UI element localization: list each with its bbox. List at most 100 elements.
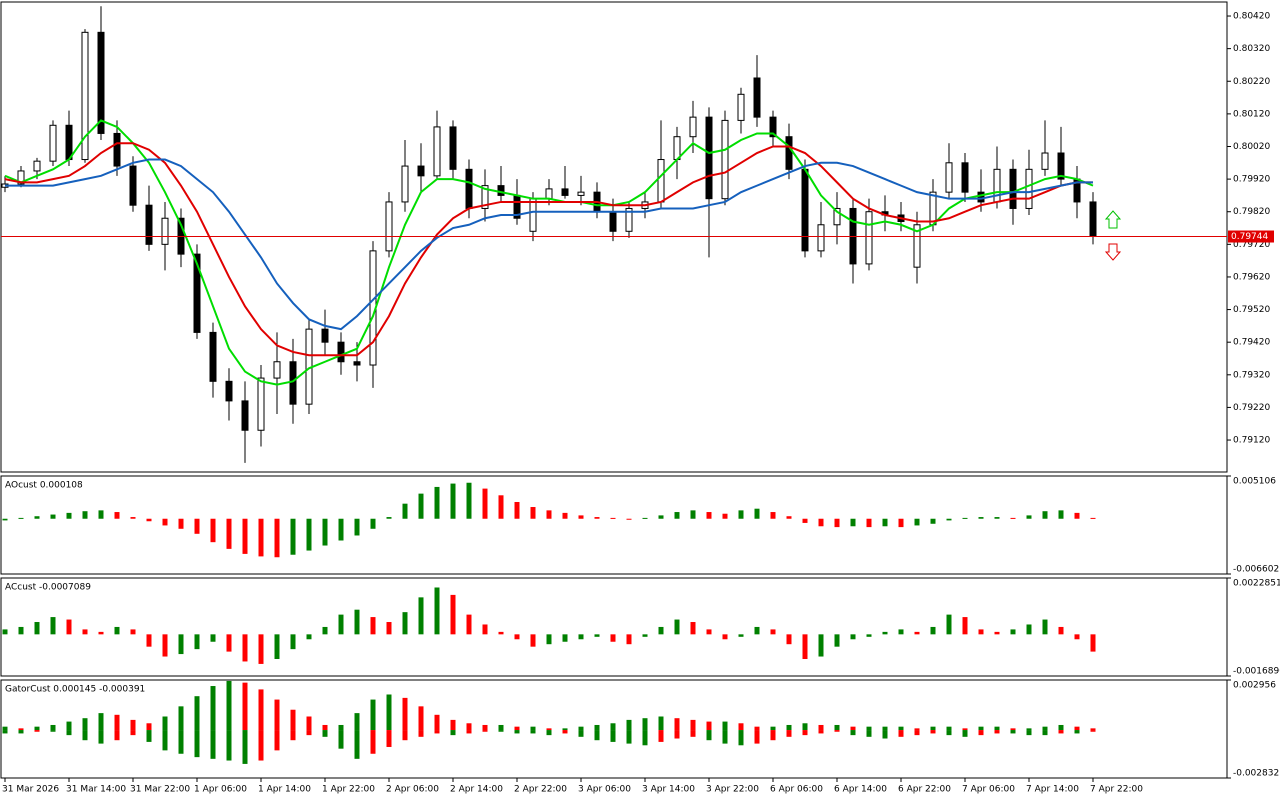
indicator-title: ACcust -0.0007089	[5, 583, 91, 593]
gator-bar	[962, 728, 968, 731]
y-tick-label: 0.79920	[1233, 175, 1270, 185]
gator-bar	[834, 730, 840, 732]
candle-body	[497, 185, 505, 196]
gator-bar	[338, 724, 344, 731]
gator-bar	[882, 726, 888, 731]
sell-arrow	[1104, 243, 1122, 261]
histogram-bar	[274, 518, 280, 558]
gator-bar	[962, 730, 968, 737]
histogram-bar	[370, 617, 376, 635]
gator-bar	[690, 730, 696, 737]
histogram-bar	[226, 518, 232, 549]
histogram-bar	[178, 634, 184, 655]
histogram-bar	[578, 515, 584, 519]
candle-body	[817, 224, 825, 252]
gator-bar	[498, 730, 504, 732]
x-tick-label: 7 Apr 14:00	[1026, 785, 1079, 795]
gator-bar	[338, 730, 344, 749]
histogram-bar	[626, 634, 632, 645]
candle-body	[161, 217, 169, 245]
gator-bar	[242, 730, 248, 764]
candle-body	[241, 400, 249, 431]
histogram-bar	[194, 634, 200, 650]
candle-body	[289, 361, 297, 405]
histogram-bar	[258, 634, 264, 664]
x-tick-label: 3 Apr 22:00	[706, 785, 759, 795]
y-tick-label: -0.0016896	[1233, 667, 1280, 677]
y-tick-label: 0.80320	[1233, 44, 1270, 54]
histogram-bar	[306, 518, 312, 551]
x-tick-label: 2 Apr 22:00	[514, 785, 567, 795]
gator-bar	[194, 730, 200, 758]
last-price-label: 0.79744	[1231, 232, 1268, 242]
gator-bar	[914, 728, 920, 731]
y-tick-label: -0.002832	[1233, 769, 1279, 779]
gator-bar	[418, 706, 424, 731]
histogram-bar	[386, 622, 392, 635]
histogram-bar	[418, 597, 424, 635]
x-tick-label: 6 Apr 14:00	[834, 785, 887, 795]
y-tick-label: 0.79320	[1233, 370, 1270, 380]
histogram-bar	[962, 517, 968, 519]
histogram-bar	[466, 482, 472, 519]
gator-bar	[562, 730, 568, 734]
gator-bar	[114, 714, 120, 731]
histogram-bar	[1010, 517, 1016, 519]
histogram-bar	[882, 631, 888, 635]
gator-bar	[610, 723, 616, 731]
gator-bar	[674, 718, 680, 731]
x-tick-label: 1 Apr 22:00	[322, 785, 375, 795]
gator-bar	[610, 730, 616, 742]
histogram-bar	[2, 629, 8, 635]
gator-bar	[466, 723, 472, 731]
gator-bar	[674, 730, 680, 739]
gator-bar	[882, 730, 888, 739]
gator-bar	[354, 713, 360, 731]
gator-bar	[818, 730, 824, 734]
x-tick-label: 6 Apr 22:00	[898, 785, 951, 795]
histogram-bar	[1042, 511, 1048, 519]
indicator-title: AOcust 0.000108	[5, 481, 83, 491]
histogram-bar	[130, 629, 136, 635]
x-tick-label: 3 Apr 06:00	[578, 785, 631, 795]
candle-body	[929, 191, 937, 226]
histogram-bar	[2, 518, 8, 521]
gator-bar	[66, 730, 72, 736]
histogram-bar	[66, 512, 72, 519]
gator-bar	[146, 723, 152, 731]
gator-bar	[578, 730, 584, 737]
histogram-bar	[914, 518, 920, 526]
gator-bar	[258, 689, 264, 731]
gator-bar	[370, 730, 376, 754]
gator-bar	[1026, 730, 1032, 736]
x-tick-label: 7 Apr 06:00	[962, 785, 1015, 795]
candle-body	[129, 165, 137, 206]
gator-bar	[1074, 726, 1080, 731]
moving-average-line	[4, 119, 1094, 386]
histogram-bar	[386, 517, 392, 519]
histogram-bar	[98, 510, 104, 519]
histogram-bar	[706, 629, 712, 635]
gator-bar	[818, 724, 824, 731]
gator-bar	[930, 726, 936, 731]
gator-bar	[866, 726, 872, 731]
candle-body	[625, 207, 633, 232]
gator-bar	[626, 719, 632, 731]
gator-bar	[482, 730, 488, 732]
histogram-bar	[1090, 634, 1096, 652]
y-tick-label: 0.79420	[1233, 338, 1270, 348]
gator-bar	[722, 721, 728, 731]
y-tick-label: 0.005106	[1233, 477, 1276, 487]
gator-bar	[178, 730, 184, 754]
histogram-bar	[1058, 510, 1064, 519]
histogram-bar	[402, 503, 408, 519]
histogram-bar	[402, 612, 408, 635]
histogram-bar	[866, 518, 872, 528]
histogram-bar	[978, 517, 984, 519]
candle-body	[273, 361, 281, 379]
gator-bar	[802, 730, 808, 736]
candle-body	[1009, 168, 1017, 209]
gator-bar	[642, 730, 648, 746]
histogram-bar	[706, 512, 712, 519]
gator-bar	[706, 730, 712, 741]
